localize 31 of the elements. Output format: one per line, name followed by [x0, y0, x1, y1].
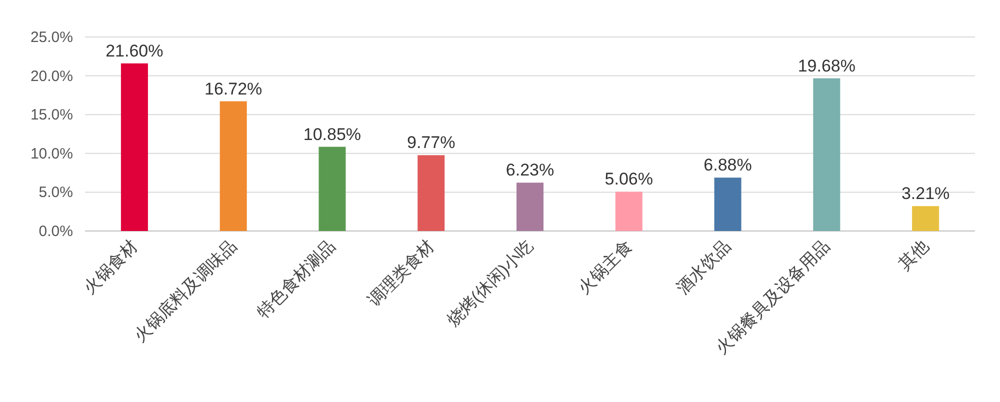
bar	[912, 206, 940, 231]
y-tick-label: 25.0%	[30, 29, 73, 46]
bar	[714, 178, 742, 231]
x-tick-label: 调理类食材	[364, 236, 438, 310]
y-tick-label: 20.0%	[30, 68, 73, 85]
x-tick-label: 其他	[894, 236, 932, 274]
data-label: 5.06%	[604, 170, 653, 189]
data-label: 21.60%	[106, 41, 164, 60]
data-label: 10.85%	[303, 124, 362, 144]
data-label: 19.68%	[798, 56, 856, 76]
bar	[120, 63, 148, 231]
bar	[418, 155, 445, 231]
x-tick-label: 烧烤(休闲)小吃	[443, 236, 537, 330]
bar	[516, 182, 544, 231]
data-label: 6.88%	[704, 156, 752, 175]
data-label: 6.23%	[506, 160, 554, 180]
data-label: 3.21%	[901, 184, 950, 204]
data-label: 16.72%	[204, 79, 262, 98]
x-tick-label: 特色食材涮品	[253, 236, 340, 322]
data-label: 9.77%	[407, 133, 456, 152]
y-tick-label: 5.0%	[38, 184, 73, 202]
x-tick-label: 火锅主食	[574, 236, 636, 298]
x-tick-label: 酒水饮品	[673, 236, 735, 298]
bar	[318, 146, 346, 231]
y-tick-label: 0.0%	[38, 223, 73, 240]
y-tick-label: 15.0%	[30, 106, 73, 124]
bar	[615, 192, 642, 231]
x-tick-label: 火锅食材	[80, 236, 142, 298]
bar	[813, 78, 840, 231]
bar	[220, 101, 247, 231]
y-tick-label: 10.0%	[30, 145, 73, 162]
